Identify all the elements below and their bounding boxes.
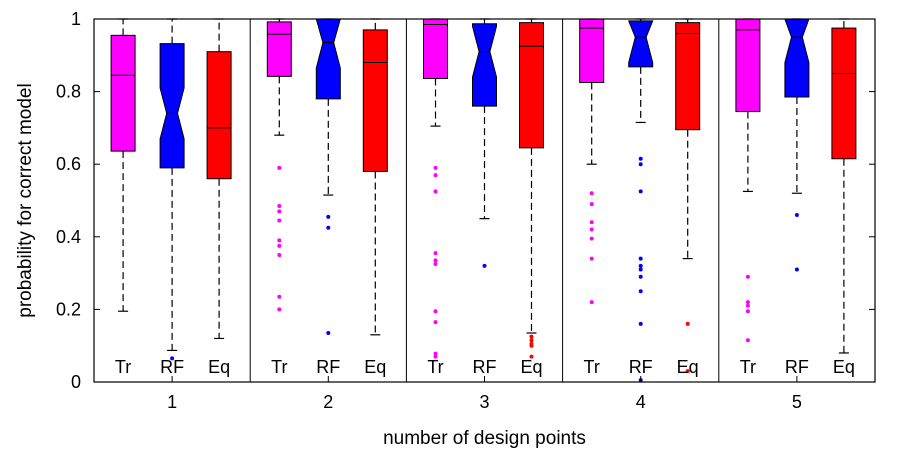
outlier-point — [745, 338, 750, 343]
outlier-point — [326, 225, 331, 230]
outlier-point — [433, 258, 438, 263]
outlier-point — [589, 202, 594, 207]
outlier-point — [638, 289, 643, 294]
y-tick-label: 0.2 — [56, 299, 81, 319]
box-RF — [315, 18, 341, 100]
outlier-point — [589, 300, 594, 305]
outlier-point — [638, 263, 643, 268]
box-label: Tr — [427, 357, 443, 377]
box-label: RF — [316, 357, 340, 377]
outlier-point — [433, 251, 438, 256]
box-label: Eq — [677, 357, 699, 377]
box-Eq — [362, 29, 388, 172]
x-axis-label: number of design points — [383, 428, 586, 449]
box-label: Eq — [833, 357, 855, 377]
box-label: Tr — [271, 357, 287, 377]
box-Tr — [735, 18, 761, 113]
outlier-point — [482, 263, 487, 268]
outlier-point — [529, 334, 534, 339]
outlier-point — [277, 252, 282, 257]
box-label: Tr — [740, 357, 756, 377]
outlier-point — [589, 256, 594, 261]
box-label: Eq — [520, 357, 542, 377]
box-label: RF — [160, 357, 184, 377]
outlier-point — [638, 189, 643, 194]
box-Eq — [831, 27, 857, 160]
box-label: RF — [785, 357, 809, 377]
outlier-point — [529, 338, 534, 343]
box-Tr — [266, 21, 292, 77]
outlier-point — [433, 189, 438, 194]
outlier-point — [589, 236, 594, 241]
box-RF — [784, 18, 810, 98]
box-Tr — [579, 18, 605, 84]
outlier-point — [638, 321, 643, 326]
outlier-point — [433, 309, 438, 314]
box-label: Tr — [115, 357, 131, 377]
outlier-point — [277, 203, 282, 208]
outlier-point — [433, 262, 438, 267]
box-Tr — [110, 34, 136, 152]
box-label: Eq — [364, 357, 386, 377]
box-RF — [159, 43, 185, 169]
outlier-point — [277, 243, 282, 248]
outlier-point — [529, 354, 534, 359]
outlier-point — [794, 267, 799, 272]
outlier-point — [277, 209, 282, 214]
outlier-point — [794, 213, 799, 218]
outlier-point — [277, 307, 282, 312]
x-tick-label: 3 — [479, 392, 489, 412]
box-label: Eq — [208, 357, 230, 377]
outlier-point — [326, 330, 331, 335]
outlier-point — [433, 165, 438, 170]
outlier-point — [277, 218, 282, 223]
x-tick-label: 2 — [323, 392, 333, 412]
x-tick-label: 1 — [167, 392, 177, 412]
outlier-point — [326, 214, 331, 219]
y-tick-label: 1 — [71, 9, 81, 29]
outlier-point — [745, 309, 750, 314]
y-tick-label: 0 — [71, 372, 81, 392]
outlier-point — [685, 321, 690, 326]
outlier-point — [638, 267, 643, 272]
y-tick-label: 0.6 — [56, 154, 81, 174]
box-label: Tr — [584, 357, 600, 377]
box-label: RF — [473, 357, 497, 377]
box-Eq — [519, 22, 544, 149]
outlier-point — [433, 354, 438, 359]
outlier-point — [638, 156, 643, 161]
outlier-point — [277, 294, 282, 299]
outlier-point — [277, 165, 282, 170]
outlier-point — [745, 300, 750, 305]
outlier-point — [277, 238, 282, 243]
outlier-point — [170, 356, 175, 361]
x-tick-label: 5 — [792, 392, 802, 412]
outlier-point — [638, 274, 643, 279]
outlier-point — [589, 191, 594, 196]
y-axis-label: probability for correct model — [15, 83, 36, 317]
box-label: RF — [629, 357, 653, 377]
box-RF — [627, 20, 654, 68]
x-tick-label: 4 — [636, 392, 646, 412]
outlier-point — [685, 369, 690, 374]
axes: 1 Tr RF Eq 2 Tr RF Eq 3 Tr RF Eq 4 Tr RF Eq 5 Tr RF Eq 0 0.2 0… — [56, 9, 875, 412]
box-Tr — [423, 18, 448, 80]
box-RF — [472, 23, 497, 107]
plot-marks — [110, 18, 857, 383]
outlier-point — [589, 220, 594, 225]
outlier-point — [433, 173, 438, 178]
outlier-point — [745, 303, 750, 308]
box-Eq — [675, 22, 701, 131]
outlier-point — [745, 274, 750, 279]
outlier-point — [638, 256, 643, 261]
outlier-point — [433, 351, 438, 356]
outlier-point — [638, 162, 643, 167]
box-Eq — [206, 51, 232, 180]
outlier-point — [433, 320, 438, 325]
outlier-point — [529, 343, 534, 348]
y-tick-label: 0.8 — [56, 82, 81, 102]
y-tick-label: 0.4 — [56, 227, 81, 247]
outlier-point — [589, 227, 594, 232]
